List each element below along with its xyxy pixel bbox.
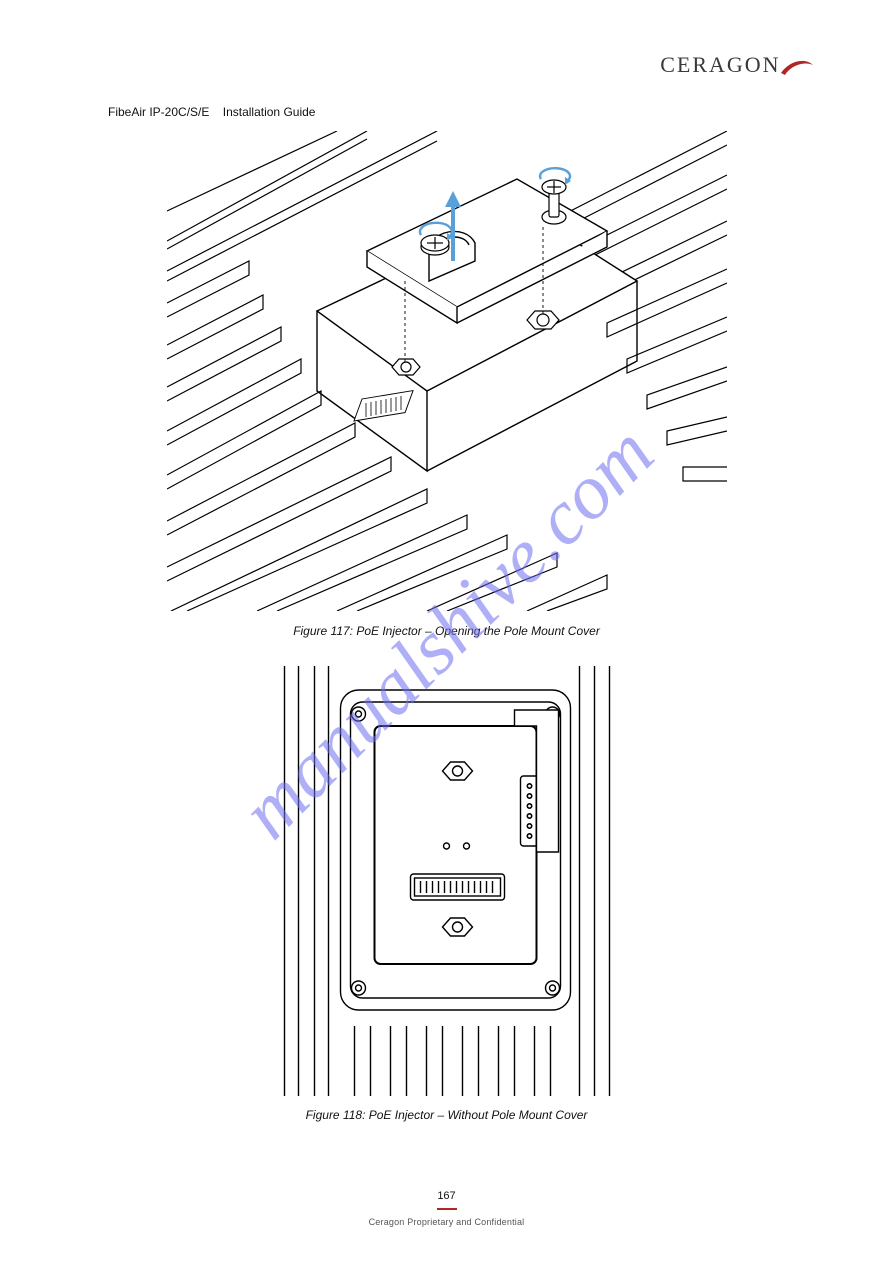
document-title-label: FibeAir IP-20C/S/E (108, 105, 209, 119)
figure-117 (166, 130, 728, 612)
figure-118-drawing (274, 666, 619, 1096)
figure-118-caption: Figure 118: PoE Injector – Without Pole … (306, 1108, 588, 1122)
figure-117-caption: Figure 117: PoE Injector – Opening the P… (293, 624, 600, 638)
page-number: 167 (0, 1190, 893, 1202)
figure-117-drawing (167, 131, 727, 611)
document-title-line: FibeAir IP-20C/S/E Installation Guide (108, 105, 788, 119)
figure-118 (273, 665, 620, 1097)
document-title-value: Installation Guide (223, 105, 316, 119)
footer-accent-bar (437, 1208, 457, 1210)
brand-swoosh-icon (779, 53, 815, 82)
footer-subtext: Ceragon Proprietary and Confidential (0, 1217, 893, 1227)
brand-name: CERAGON (660, 52, 780, 77)
brand-logo: CERAGON (660, 52, 815, 82)
page-footer: 167 Ceragon Proprietary and Confidential (0, 1190, 893, 1227)
